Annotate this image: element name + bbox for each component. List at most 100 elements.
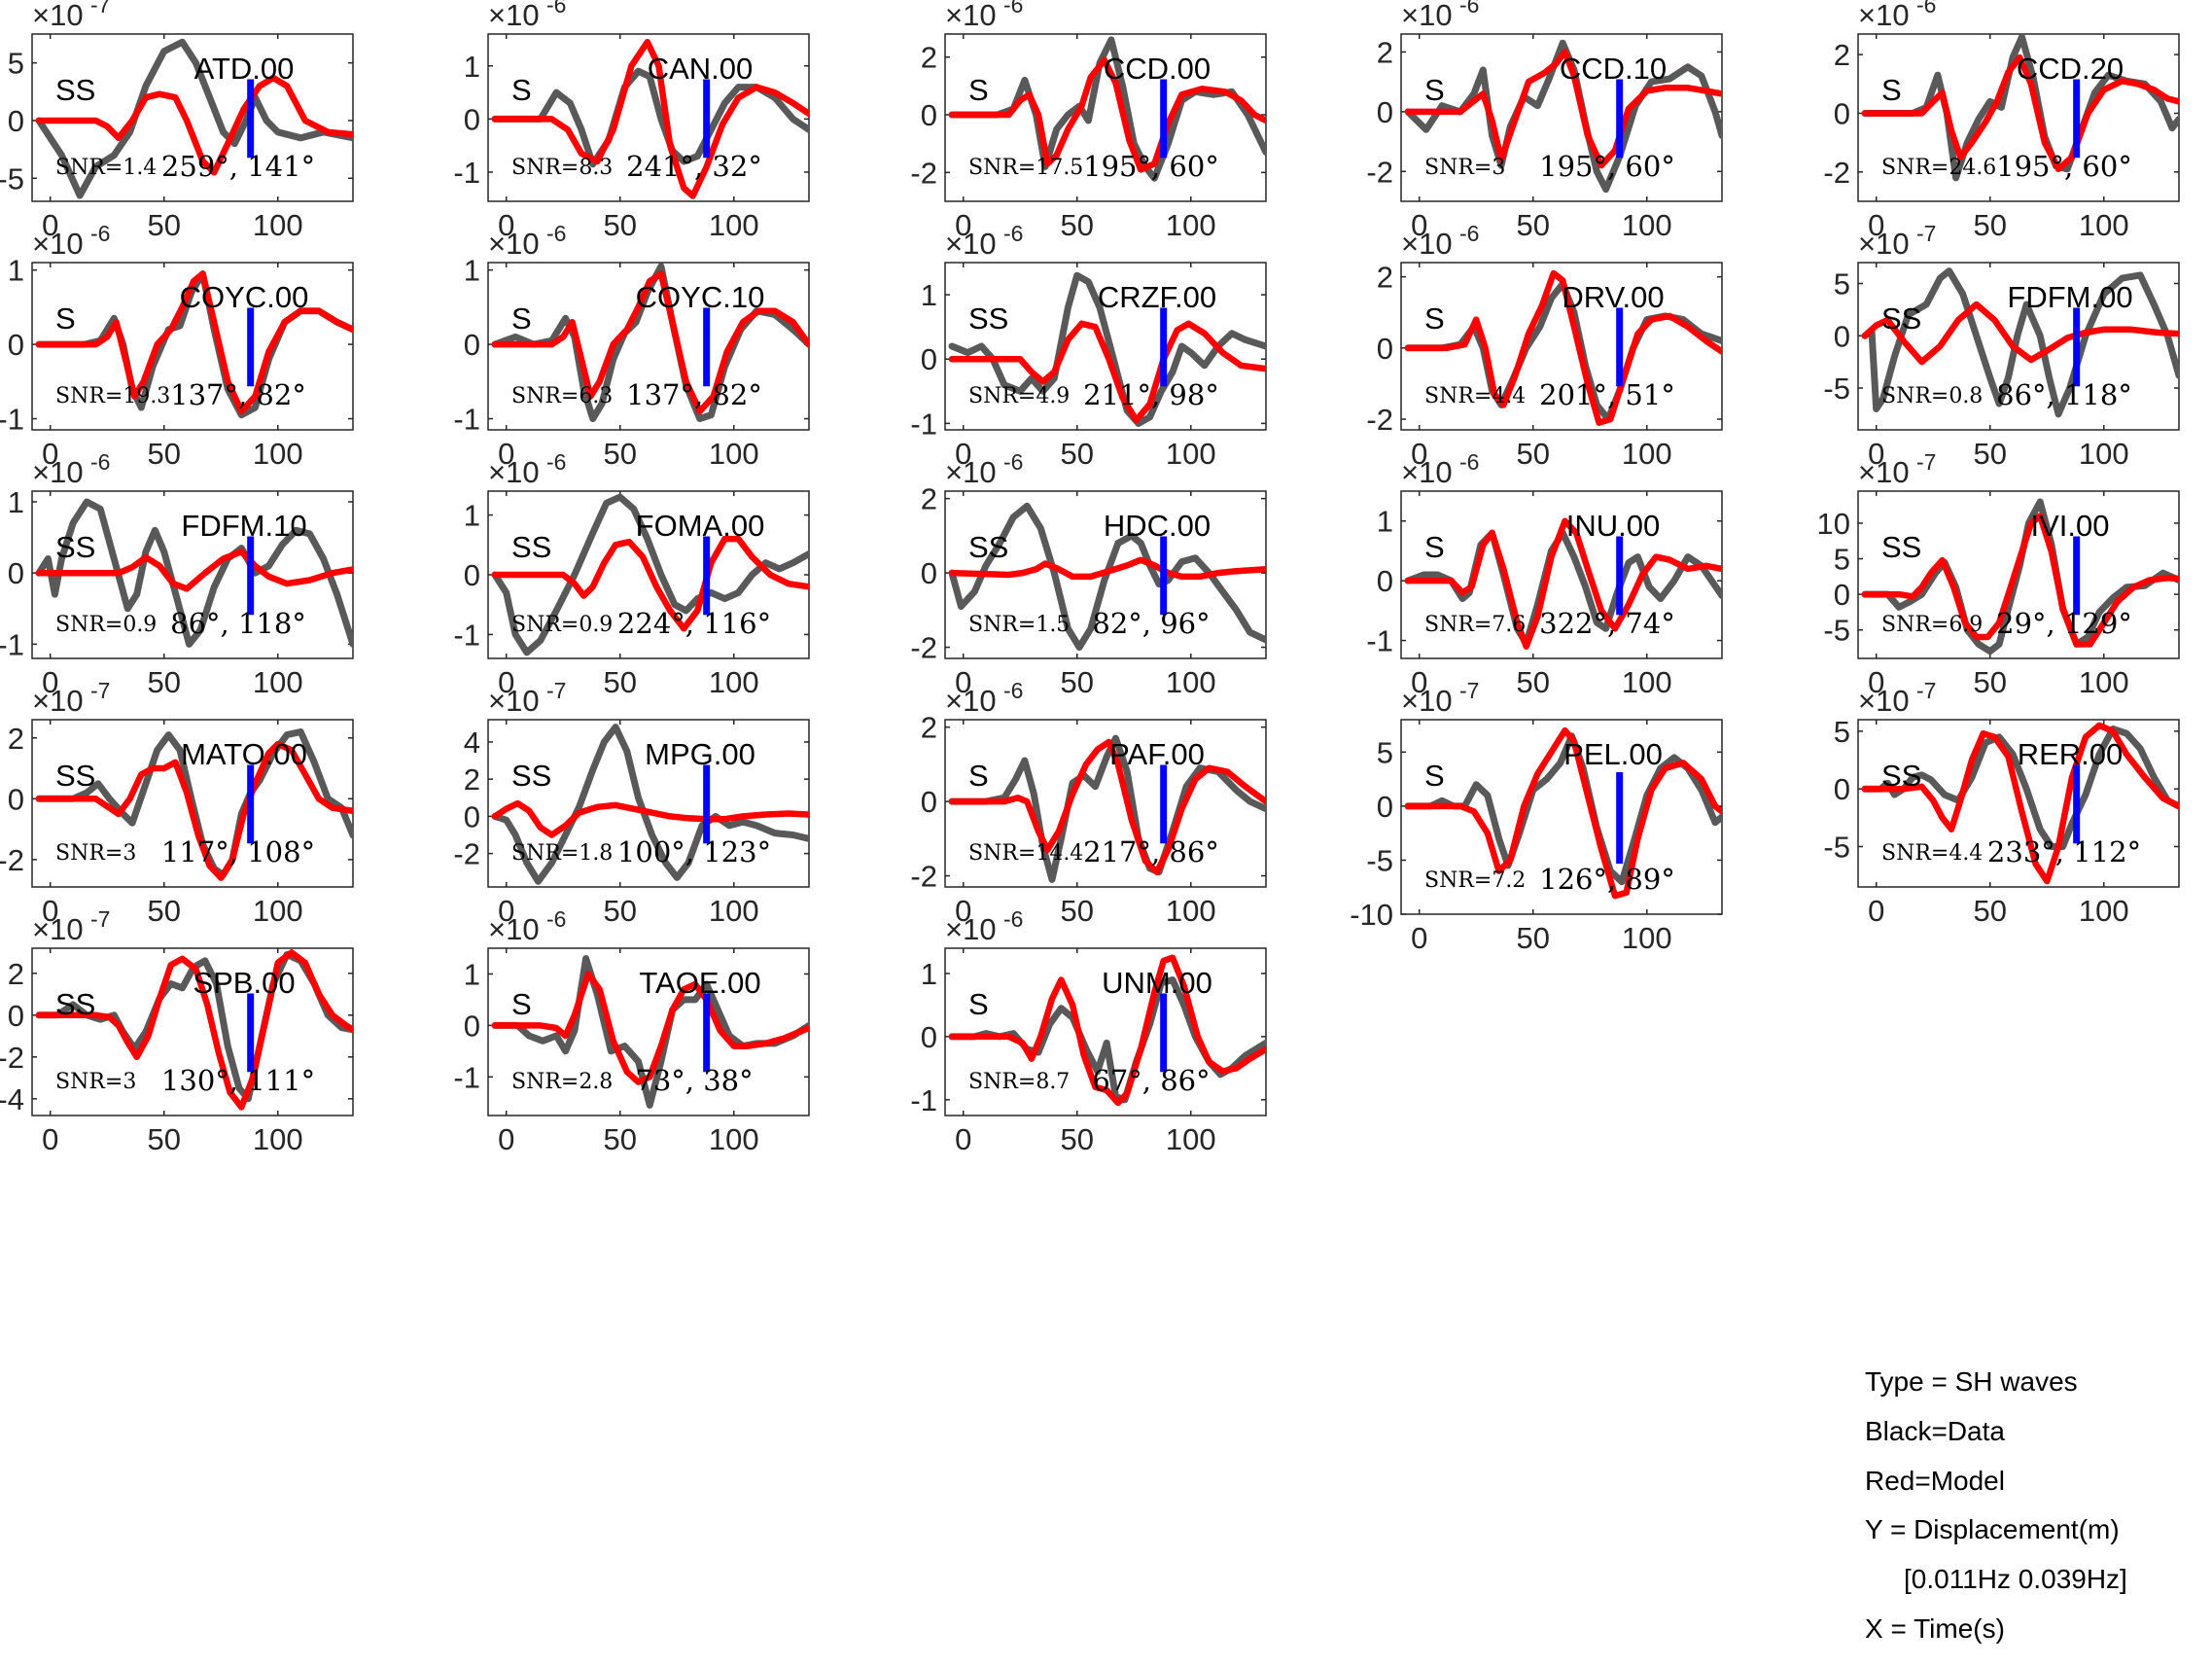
- angles-label: 137°, 82°: [170, 378, 306, 411]
- x-tick-label: 0: [1411, 437, 1427, 471]
- y-tick-label: 2: [464, 762, 480, 797]
- y-tick-label: 2: [8, 722, 24, 756]
- y-tick-label: 1: [464, 254, 480, 288]
- y-multiplier: ×10: [32, 227, 84, 261]
- x-tick-label: 50: [1517, 437, 1550, 471]
- y-exponent: -7: [546, 678, 566, 703]
- snr-label: SNR=17.5: [968, 156, 1083, 180]
- snr-label: SNR=7.6: [1424, 613, 1526, 637]
- legend-type: Type = SH waves: [1865, 1366, 2078, 1397]
- x-tick-label: 0: [1868, 208, 1884, 242]
- x-tick-label: 0: [1868, 665, 1884, 699]
- panel-ccd-20: 0 50 100 -2 0 2×10 -6 S CCD.20 SNR=24.6 195°, 60°: [1823, 0, 2180, 242]
- y-tick-label: 1: [921, 957, 937, 991]
- x-tick-label: 100: [1622, 921, 1672, 955]
- snr-label: SNR=0.8: [1881, 384, 1983, 408]
- station-label: FOMA.00: [636, 509, 765, 543]
- phase-label: S: [1424, 301, 1445, 336]
- snr-label: SNR=19.3: [55, 384, 170, 408]
- y-tick-label: 1: [464, 499, 480, 533]
- x-tick-label: 100: [1166, 437, 1216, 471]
- y-tick-label: -1: [0, 627, 24, 661]
- y-tick-label: 0: [1377, 790, 1393, 824]
- legend-data: Black=Data: [1865, 1416, 2005, 1446]
- y-tick-label: 5: [1834, 715, 1850, 749]
- y-multiplier: ×10: [1401, 455, 1453, 489]
- x-tick-label: 100: [2079, 437, 2129, 471]
- y-tick-label: 1: [921, 278, 937, 312]
- y-multiplier: ×10: [32, 912, 84, 946]
- x-tick-label: 50: [1061, 208, 1094, 242]
- angles-label: 195°, 60°: [1996, 150, 2132, 183]
- data-trace: [35, 38, 353, 199]
- y-tick-label: 2: [1377, 261, 1393, 295]
- angles-label: 100°, 123°: [617, 835, 771, 868]
- snr-label: SNR=0.9: [511, 613, 613, 637]
- snr-label: SNR=3: [1424, 156, 1505, 180]
- y-tick-label: -1: [910, 1083, 937, 1117]
- station-label: TAOE.00: [639, 966, 760, 1000]
- y-tick-label: -5: [1823, 372, 1850, 406]
- y-tick-label: 0: [464, 328, 480, 362]
- axes-frame: [31, 490, 354, 659]
- y-tick-label: -1: [910, 407, 937, 441]
- y-multiplier: ×10: [488, 227, 540, 261]
- x-tick-label: 50: [604, 1122, 637, 1156]
- y-exponent: -7: [90, 678, 110, 703]
- y-tick-label: 0: [464, 102, 480, 136]
- y-exponent: -7: [1916, 221, 1936, 246]
- x-tick-label: 100: [253, 665, 303, 699]
- y-exponent: -7: [90, 906, 110, 932]
- angles-label: 241°, 32°: [626, 150, 762, 183]
- snr-label: SNR=6.9: [1881, 613, 1983, 637]
- y-exponent: -7: [90, 0, 110, 18]
- x-tick-label: 100: [1166, 665, 1216, 699]
- y-tick-label: 1: [464, 957, 480, 991]
- x-tick-label: 50: [1061, 437, 1094, 471]
- axes-frame: [1400, 490, 1723, 659]
- station-label: HDC.00: [1104, 509, 1211, 543]
- model-trace: [35, 548, 353, 592]
- y-exponent: -6: [1003, 678, 1023, 703]
- x-tick-label: 0: [42, 665, 58, 699]
- x-tick-label: 100: [1622, 665, 1672, 699]
- phase-label: SS: [55, 73, 95, 107]
- legend-model: Red=Model: [1865, 1466, 2005, 1496]
- station-label: PAF.00: [1109, 737, 1205, 771]
- x-tick-label: 0: [955, 437, 971, 471]
- axes-frame: [1857, 490, 2180, 659]
- snr-label: SNR=14.4: [968, 841, 1083, 866]
- angles-label: 130°, 111°: [161, 1064, 315, 1097]
- legend-x: X = Time(s): [1865, 1613, 2005, 1644]
- y-exponent: -6: [1003, 906, 1023, 932]
- model-trace: [1861, 722, 2179, 885]
- y-tick-label: -5: [1366, 843, 1393, 877]
- y-tick-label: -1: [453, 618, 480, 652]
- phase-label: S: [1424, 759, 1445, 793]
- x-tick-label: 0: [1868, 437, 1884, 471]
- x-tick-label: 100: [709, 894, 759, 928]
- snr-label: SNR=6.3: [511, 384, 613, 408]
- x-tick-label: 100: [253, 1122, 303, 1156]
- angles-label: 67°, 86°: [1092, 1064, 1210, 1097]
- y-tick-label: -1: [453, 403, 480, 437]
- phase-label: S: [511, 301, 532, 336]
- x-tick-label: 0: [955, 894, 971, 928]
- y-tick-label: 2: [1377, 35, 1393, 69]
- angles-label: 137°, 82°: [626, 378, 762, 411]
- y-exponent: -6: [1916, 0, 1936, 18]
- x-tick-label: 50: [604, 208, 637, 242]
- y-multiplier: ×10: [32, 0, 84, 32]
- x-tick-label: 100: [709, 208, 759, 242]
- angles-label: 217°, 86°: [1083, 835, 1219, 868]
- y-tick-label: -5: [1823, 830, 1850, 864]
- phase-label: SS: [968, 301, 1008, 336]
- phase-label: SS: [55, 759, 95, 793]
- snr-label: SNR=1.8: [511, 841, 613, 866]
- model-trace: [1861, 513, 2179, 648]
- panel-pel-00: 0 50 100 -10 -5 0 5×10 -7 S PEL.00 SNR=7.2 126°, 89…: [1350, 678, 1723, 955]
- y-multiplier: ×10: [945, 227, 997, 261]
- angles-label: 73°, 38°: [635, 1064, 753, 1097]
- snr-label: SNR=4.4: [1881, 841, 1983, 866]
